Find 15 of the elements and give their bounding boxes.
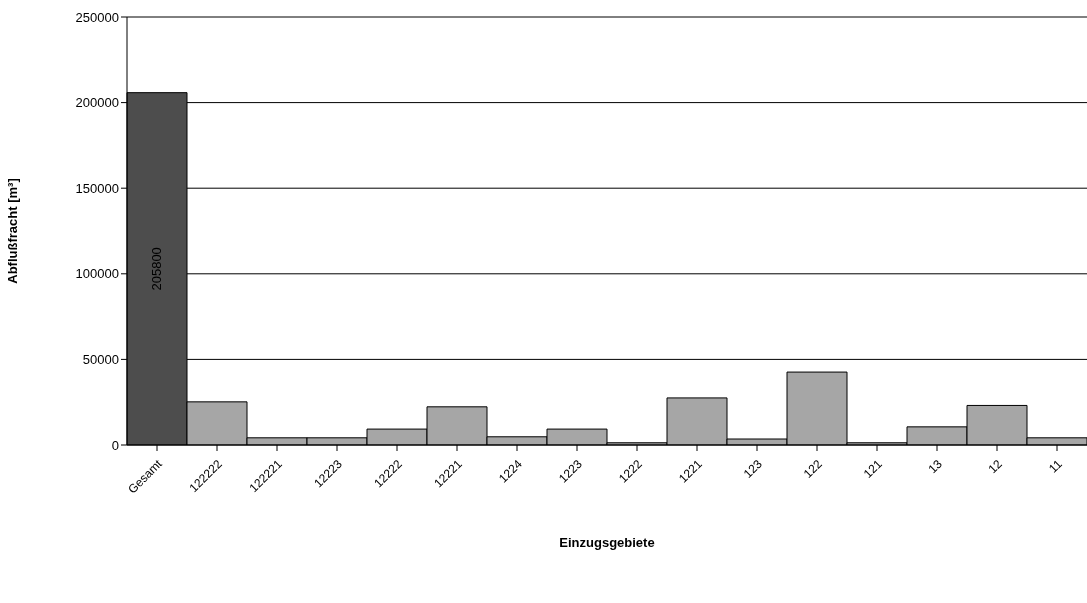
y-tick-label: 100000 [75, 266, 119, 282]
x-tick-label: 121 [860, 456, 885, 481]
x-axis-title: Einzugsgebiete [559, 535, 655, 550]
y-tick-label: 250000 [75, 9, 119, 25]
y-tick-label: 0 [111, 437, 119, 453]
x-tick-label: 123 [740, 456, 765, 481]
x-tick-label: 122 [800, 456, 825, 481]
y-tick-label: 50000 [82, 352, 119, 368]
x-tick-label: 12 [985, 456, 1005, 477]
x-tick-label: 13 [925, 456, 945, 477]
y-axis-title: Abflußfracht [m³] [4, 178, 20, 284]
x-tick-label: 11 [1046, 456, 1065, 476]
y-tick-label: 150000 [75, 180, 119, 196]
y-tick-label: 200000 [75, 95, 119, 111]
data-label: 205800 [149, 247, 165, 291]
